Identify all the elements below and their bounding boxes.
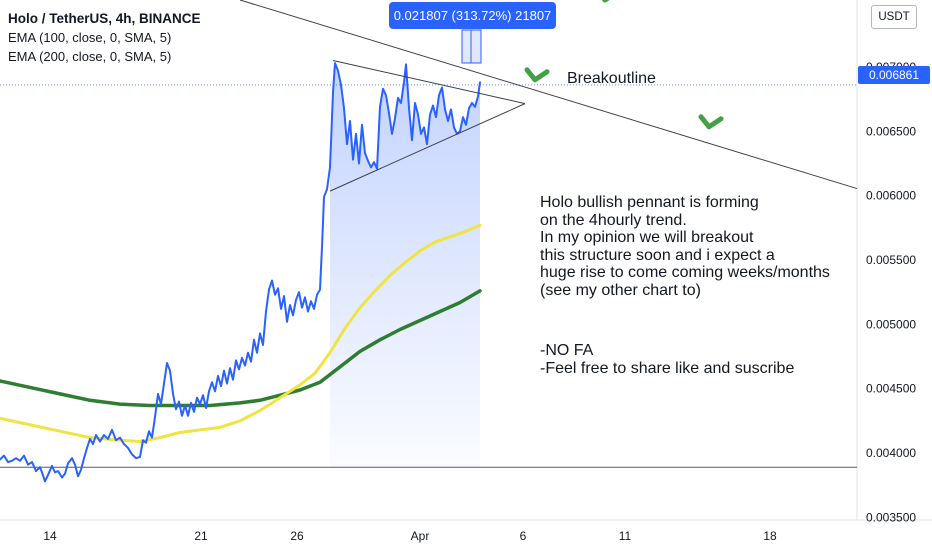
price-area-fill <box>330 63 480 468</box>
measure-label: 0.021807 (313.72%) 21807 <box>389 2 556 29</box>
y-tick-label-0: 0.003500 <box>866 510 916 524</box>
y-tick-label-6: 0.006500 <box>866 124 916 138</box>
currency-button[interactable]: USDT <box>871 5 917 29</box>
x-tick-label-4: 6 <box>520 529 527 543</box>
breakout-label[interactable]: Breakoutline <box>567 70 656 87</box>
price-axis-bg <box>857 0 932 550</box>
last-price-badge: 0.006861 <box>858 66 930 84</box>
ema100-line <box>0 223 482 443</box>
y-tick-label-2: 0.004500 <box>866 382 916 396</box>
pennant-top-trendline <box>332 60 526 105</box>
ema100-legend[interactable]: EMA (100, close, 0, SMA, 5) <box>8 30 172 45</box>
pennant-bottom-trendline <box>329 103 526 192</box>
x-tick-label-2: 26 <box>290 529 304 543</box>
x-tick-label-6: 18 <box>763 529 777 543</box>
x-tick-label-1: 21 <box>194 529 208 543</box>
chart-legend: Holo / TetherUS, 4h, BINANCE EMA (100, c… <box>8 9 201 66</box>
disclaimer-note[interactable]: -NO FA -Feel free to share like and susc… <box>540 342 795 377</box>
ema200-legend[interactable]: EMA (200, close, 0, SMA, 5) <box>8 49 172 64</box>
breakout-trendline <box>239 0 858 190</box>
x-tick-label-0: 14 <box>43 529 57 543</box>
y-tick-label-4: 0.005500 <box>866 253 916 267</box>
arrow-1 <box>524 67 550 83</box>
x-tick-label-3: Apr <box>411 529 430 543</box>
ema200-line <box>0 289 482 408</box>
analysis-note[interactable]: Holo bullish pennant is forming on the 4… <box>540 194 830 299</box>
arrow-2 <box>698 114 724 130</box>
x-tick-label-5: 11 <box>619 529 632 543</box>
y-tick-label-5: 0.006000 <box>866 189 916 203</box>
y-tick-label-3: 0.005000 <box>866 317 916 331</box>
y-tick-label-1: 0.004000 <box>866 446 916 460</box>
symbol-title[interactable]: Holo / TetherUS, 4h, BINANCE <box>8 11 201 26</box>
